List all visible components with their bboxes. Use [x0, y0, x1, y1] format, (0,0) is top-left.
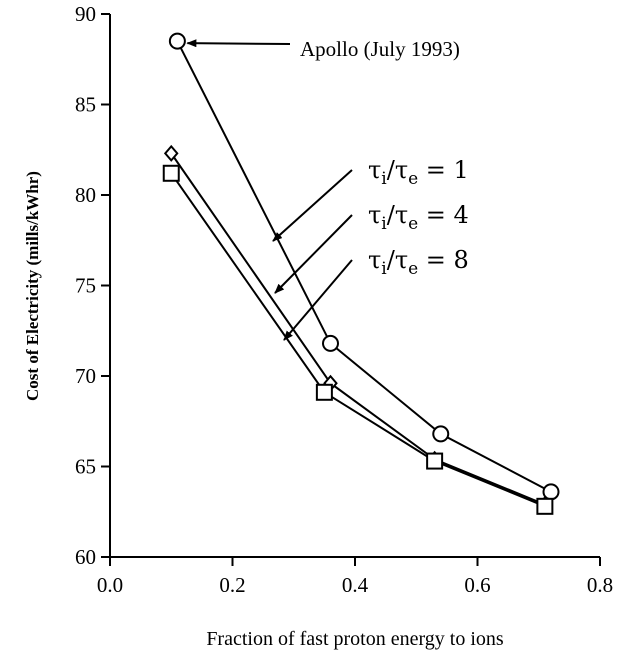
x-tick-label: 0.0: [97, 573, 123, 597]
point-tau8: [536, 497, 554, 515]
y-tick-label: 70: [75, 364, 96, 388]
annotations: Apollo (July 1993) τi/τe = 1 τi/τe = 4 τi/τ…: [186, 37, 469, 341]
point-tau8: [426, 452, 444, 470]
point-tau1: [168, 32, 186, 50]
arrow-tau4: [274, 214, 353, 294]
y-axis-title: Cost of Electricity (mills/kWhr): [23, 171, 42, 401]
series-line-tau4: [170, 152, 546, 506]
apollo-label: Apollo (July 1993): [300, 37, 460, 61]
x-ticks: 0.0 0.2 0.4 0.6 0.8: [97, 557, 613, 597]
point-tau4: [163, 144, 179, 162]
x-tick-label: 0.2: [219, 573, 245, 597]
y-tick-label: 80: [75, 183, 96, 207]
apollo-arrow: [186, 39, 291, 48]
point-tau8: [315, 383, 333, 401]
y-tick-label: 85: [75, 93, 96, 117]
series-line-tau8: [170, 172, 546, 508]
x-tick-label: 0.6: [464, 573, 490, 597]
point-tau1: [432, 425, 450, 443]
point-tau1: [322, 334, 339, 352]
arrow-tau1: [272, 169, 353, 242]
x-tick-label: 0.4: [342, 573, 369, 597]
y-tick-label: 90: [75, 2, 96, 26]
series-lines: [170, 40, 552, 508]
axes: [109, 14, 600, 558]
x-tick-label: 0.8: [587, 573, 613, 597]
arrow-tau8: [283, 259, 353, 341]
x-axis-title: Fraction of fast proton energy to ions: [206, 628, 504, 650]
series-line-tau1: [176, 40, 552, 493]
y-tick-label: 65: [75, 455, 96, 479]
y-tick-label: 75: [75, 274, 96, 298]
y-ticks: 60 65 70 75 80 85 90: [75, 2, 110, 569]
label-tau4: τi/τe = 4: [368, 201, 469, 234]
series-markers: [162, 32, 560, 515]
label-tau8: τi/τe = 8: [368, 246, 469, 279]
point-tau8: [162, 164, 180, 182]
y-tick-label: 60: [75, 545, 96, 569]
label-tau1: τi/τe = 1: [368, 156, 469, 189]
